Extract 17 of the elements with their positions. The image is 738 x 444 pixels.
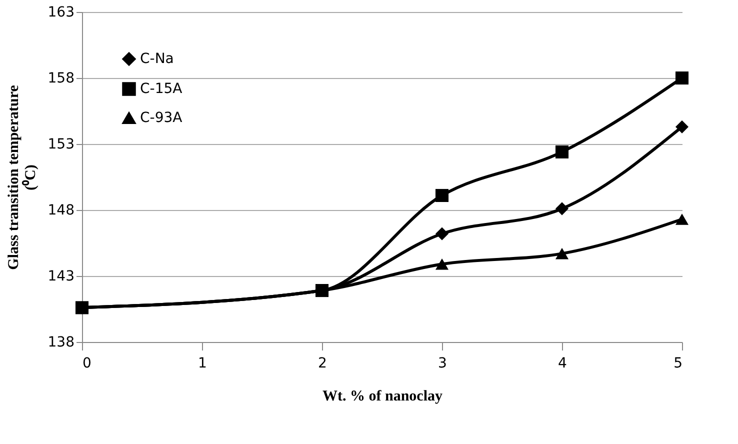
x-tick-label: 3	[438, 356, 447, 372]
y-tick-label: 163	[48, 4, 74, 20]
x-tick-label: 2	[318, 356, 327, 372]
x-tick-label: 1	[198, 356, 207, 372]
legend-label: C-Na	[140, 51, 174, 67]
x-tick-label: 5	[674, 356, 682, 372]
y-tick-label: 158	[48, 70, 74, 86]
x-tick-label: 0	[82, 356, 92, 372]
y-tick-label: 138	[48, 334, 74, 350]
x-tick-label: 4	[558, 356, 568, 372]
y-tick-label: 148	[48, 202, 74, 218]
y-tick-label: 153	[48, 136, 74, 152]
y-tick-label: 143	[48, 268, 74, 284]
legend-label: C-93A	[140, 110, 183, 126]
x-axis-title: Wt. % of nanoclay	[322, 388, 443, 404]
legend-label: C-15A	[140, 81, 183, 97]
y-axis-title: Glass transition temperature (⁰C)	[6, 84, 39, 270]
